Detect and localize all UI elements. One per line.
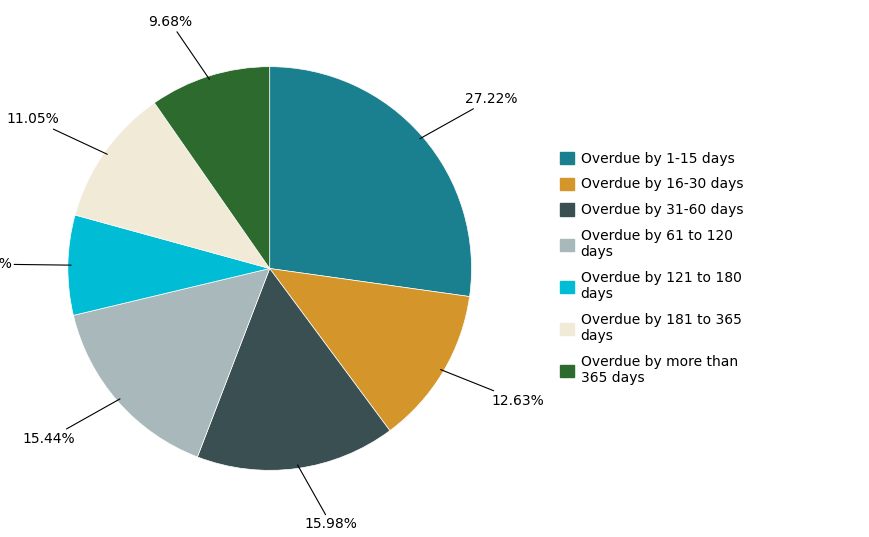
Wedge shape (269, 268, 469, 431)
Wedge shape (197, 268, 389, 470)
Legend: Overdue by 1-15 days, Overdue by 16-30 days, Overdue by 31-60 days, Overdue by 6: Overdue by 1-15 days, Overdue by 16-30 d… (554, 146, 747, 391)
Wedge shape (68, 215, 269, 315)
Text: 11.05%: 11.05% (6, 112, 107, 154)
Text: 27.22%: 27.22% (420, 92, 516, 139)
Text: 12.63%: 12.63% (440, 369, 544, 408)
Wedge shape (73, 268, 269, 457)
Text: 8.00%: 8.00% (0, 257, 71, 271)
Text: 9.68%: 9.68% (148, 15, 209, 79)
Text: 15.44%: 15.44% (23, 399, 120, 446)
Wedge shape (154, 67, 269, 268)
Text: 15.98%: 15.98% (297, 465, 357, 532)
Wedge shape (75, 103, 269, 268)
Wedge shape (269, 67, 471, 296)
